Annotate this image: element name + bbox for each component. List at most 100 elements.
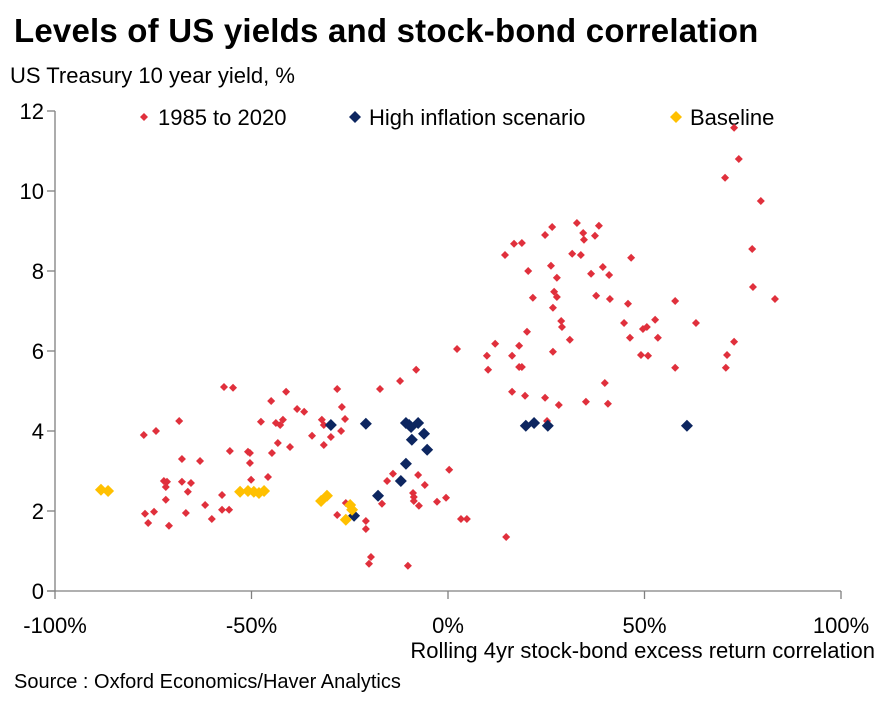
data-point (625, 333, 634, 342)
data-point (579, 235, 588, 244)
data-point (524, 267, 533, 275)
data-point (245, 449, 254, 457)
data-point (196, 457, 205, 465)
data-point (337, 427, 346, 435)
data-point (175, 417, 184, 425)
data-point (691, 319, 700, 327)
data-point (605, 295, 614, 303)
data-point (517, 239, 526, 247)
chart-title: Levels of US yields and stock-bond corre… (14, 12, 759, 49)
data-point (756, 197, 765, 205)
data-point (579, 229, 588, 237)
data-point (273, 439, 282, 447)
data-point (405, 433, 418, 446)
data-point (247, 475, 256, 484)
data-point (548, 347, 557, 356)
data-point (207, 515, 216, 523)
data-point (150, 507, 159, 516)
data-point (245, 459, 254, 467)
data-point (421, 443, 434, 456)
data-point (730, 337, 739, 346)
data-point (620, 319, 629, 327)
data-point (418, 427, 431, 440)
data-point (546, 261, 555, 270)
legend-label: High inflation scenario (369, 105, 585, 130)
data-point (748, 245, 757, 253)
data-point (177, 455, 186, 463)
data-point (572, 219, 581, 227)
data-point (372, 489, 385, 502)
data-point (557, 323, 566, 331)
data-point (598, 263, 607, 271)
data-point (541, 393, 550, 402)
data-point (388, 469, 397, 478)
data-point (600, 379, 609, 387)
data-point (161, 495, 170, 504)
data-point (730, 123, 739, 132)
data-point (219, 383, 228, 391)
data-point (337, 403, 346, 411)
data-point (164, 521, 173, 530)
data-point (225, 505, 234, 514)
data-point (442, 493, 451, 502)
data-point (201, 501, 210, 509)
data-point (218, 505, 227, 514)
data-point (234, 485, 247, 498)
data-point (341, 415, 350, 423)
data-point (510, 239, 519, 248)
data-point (420, 481, 429, 489)
data-point (346, 503, 359, 516)
data-point (568, 249, 577, 258)
data-point (326, 433, 335, 441)
data-point (482, 351, 491, 360)
data-point (186, 479, 195, 487)
data-point (365, 559, 374, 568)
data-point (456, 515, 465, 523)
data-point (258, 485, 271, 497)
legend-marker (140, 113, 148, 121)
data-point (590, 231, 599, 240)
data-point (734, 155, 743, 163)
data-point (333, 511, 342, 519)
data-point (587, 269, 596, 278)
data-point (554, 401, 563, 409)
data-point (508, 351, 517, 360)
data-point (671, 363, 680, 372)
data-point (517, 363, 526, 371)
legend-label: 1985 to 2020 (158, 105, 286, 130)
data-point (594, 221, 603, 230)
data-point (405, 421, 418, 433)
data-point (319, 441, 328, 449)
data-point (515, 341, 524, 350)
data-point (565, 335, 574, 344)
data-point (399, 457, 412, 470)
data-point (376, 385, 385, 393)
data-point (361, 517, 370, 525)
data-point (140, 509, 149, 518)
series-1 (324, 417, 693, 522)
data-point (308, 431, 317, 440)
y-axis-label: US Treasury 10 year yield, % (10, 63, 295, 88)
data-point (412, 365, 421, 374)
data-point (541, 231, 550, 239)
data-point (557, 317, 566, 325)
data-point (383, 477, 392, 485)
data-point (636, 351, 645, 359)
data-points (94, 123, 779, 570)
data-point (177, 477, 186, 486)
data-point (333, 385, 342, 393)
data-point (581, 397, 590, 406)
data-point (508, 387, 517, 396)
data-point (377, 499, 386, 508)
y-tick-label: 2 (32, 499, 44, 524)
data-point (721, 173, 730, 182)
data-point (183, 487, 192, 496)
legend: 1985 to 2020 High inflation scenario Basel… (140, 105, 774, 130)
x-tick-label: -100% (23, 613, 87, 638)
data-point (548, 223, 557, 231)
data-point (627, 253, 636, 262)
data-point (161, 483, 170, 491)
data-point (282, 387, 291, 396)
data-point (653, 333, 662, 342)
data-point (484, 365, 493, 374)
